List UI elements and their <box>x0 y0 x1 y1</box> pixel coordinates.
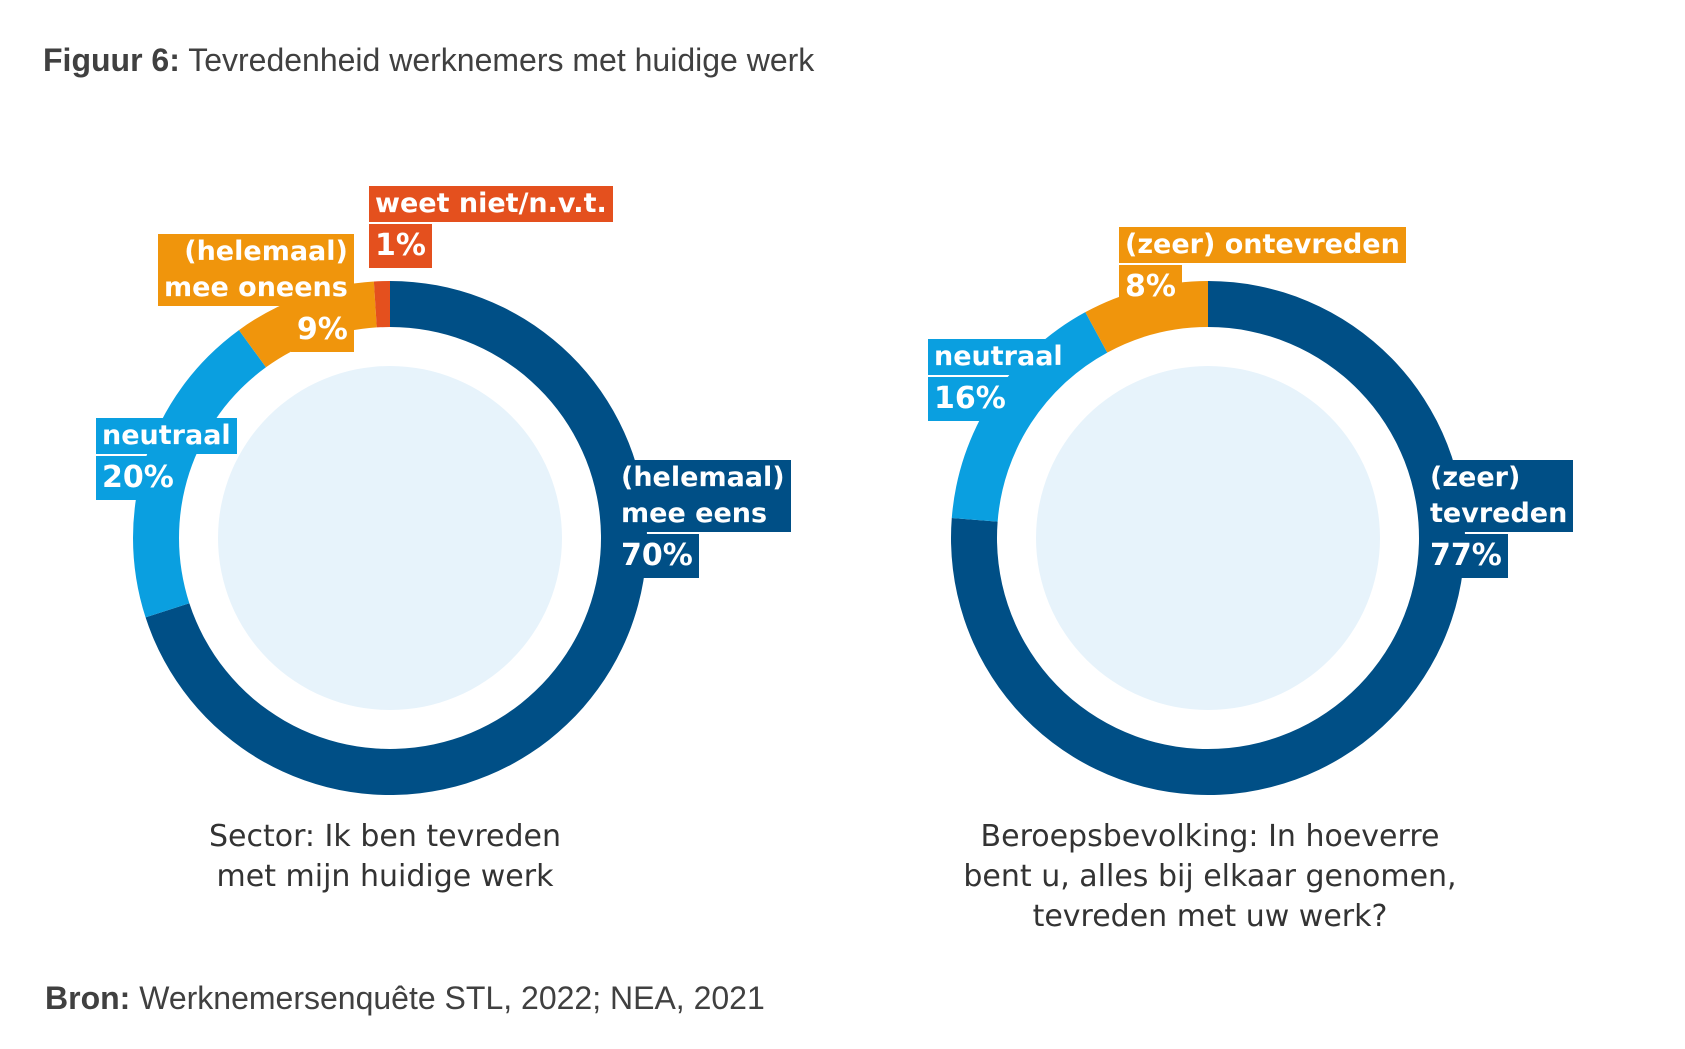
chart-caption-sector: Sector: Ik ben tevreden met mijn huidige… <box>185 817 585 897</box>
caption-line: bent u, alles bij elkaar genomen, <box>963 859 1457 894</box>
slice-value-label: 77% <box>1424 534 1508 578</box>
figure-title-text: Tevredenheid werknemers met huidige werk <box>179 42 815 78</box>
caption-line: Beroepsbevolking: In hoeverre <box>980 819 1440 854</box>
slice-label-text: neutraal <box>96 418 237 454</box>
slice-label-mee-eens: (helemaal) mee eens 70% <box>615 460 791 578</box>
donut-center <box>218 366 562 710</box>
slice-value-label: 20% <box>96 456 180 500</box>
slice-value-label: 8% <box>1119 265 1182 309</box>
caption-line: Sector: Ik ben tevreden <box>209 819 561 854</box>
slice-label-text: (zeer) tevreden <box>1424 460 1574 532</box>
caption-line: met mijn huidige werk <box>216 859 554 894</box>
slice-label-text: weet niet/n.v.t. <box>369 186 613 222</box>
donut-center <box>1036 366 1380 710</box>
slice-label-zeer-ontevreden: (zeer) ontevreden 8% <box>1119 227 1406 309</box>
slice-label-text: (helemaal) mee eens <box>615 460 791 532</box>
figure-source-text: Werknemersenquête STL, 2022; NEA, 2021 <box>130 980 765 1016</box>
figure-source: Bron: Werknemersenquête STL, 2022; NEA, … <box>45 980 765 1017</box>
slice-value-label: 1% <box>369 224 432 268</box>
slice-value-label: 16% <box>928 377 1012 421</box>
slice-label-mee-oneens: (helemaal) mee oneens 9% <box>158 234 354 352</box>
slice-label-text: neutraal <box>928 339 1069 375</box>
slice-value-label: 9% <box>290 308 354 352</box>
figure-source-lead: Bron: <box>45 980 131 1016</box>
chart-caption-beroepsbevolking: Beroepsbevolking: In hoeverre bent u, al… <box>945 817 1475 937</box>
donut-slice-1 <box>133 330 266 618</box>
slice-label-neutraal-2: neutraal 16% <box>928 339 1069 421</box>
figure-title-lead: Figuur 6: <box>43 42 180 78</box>
slice-label-zeer-tevreden: (zeer) tevreden 77% <box>1424 460 1574 578</box>
caption-line: tevreden met uw werk? <box>1032 899 1388 934</box>
donut-slice-3 <box>373 281 390 328</box>
slice-label-neutraal: neutraal 20% <box>96 418 237 500</box>
slice-label-text: (helemaal) mee oneens <box>158 234 354 306</box>
figure-title: Figuur 6: Tevredenheid werknemers met hu… <box>43 42 814 79</box>
slice-label-text: (zeer) ontevreden <box>1119 227 1406 263</box>
slice-value-label: 70% <box>615 534 699 578</box>
slice-label-weet-niet: weet niet/n.v.t. 1% <box>369 186 613 268</box>
